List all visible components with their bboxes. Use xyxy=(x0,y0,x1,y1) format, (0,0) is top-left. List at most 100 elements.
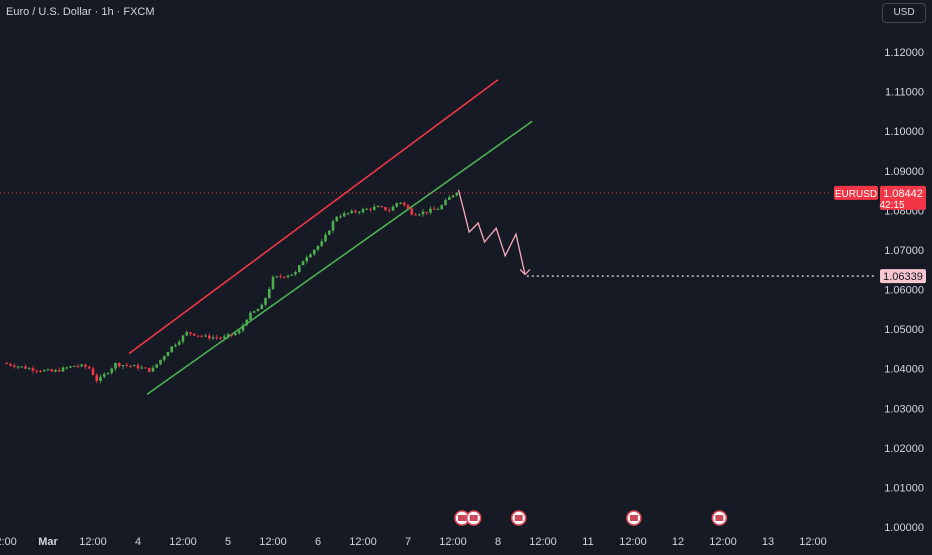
candle-body xyxy=(207,335,211,339)
candle-body xyxy=(76,365,80,367)
candle-body xyxy=(260,304,264,310)
candle-body xyxy=(181,335,185,342)
y-tick-label: 1.00000 xyxy=(884,522,924,534)
candle-body xyxy=(249,312,252,320)
candle-body xyxy=(286,275,290,278)
candle-body xyxy=(87,366,91,369)
candle-body xyxy=(151,367,155,372)
projection-arrowhead-icon xyxy=(519,268,531,276)
candle-body xyxy=(132,365,136,367)
candle-body xyxy=(252,311,256,313)
candle-body xyxy=(110,368,114,373)
candle-body xyxy=(417,214,421,216)
candle-body xyxy=(320,241,324,246)
y-tick-label: 1.11000 xyxy=(885,87,924,99)
channel-lower-line[interactable] xyxy=(146,120,533,396)
candle-body xyxy=(324,234,327,242)
candle-body xyxy=(395,203,399,207)
candle-body xyxy=(436,209,440,211)
candle-body xyxy=(282,276,286,278)
candle-body xyxy=(391,206,395,211)
candle-body xyxy=(102,373,106,377)
candle-body xyxy=(24,366,27,369)
x-tick-label: 12:00 xyxy=(169,536,197,548)
candle-body xyxy=(42,370,46,372)
candle-body xyxy=(384,207,387,211)
candle-body xyxy=(125,365,129,367)
candle-body xyxy=(339,216,342,218)
candle-body xyxy=(91,368,95,376)
flag-icon xyxy=(458,515,466,521)
candle-body xyxy=(162,356,166,360)
projection-path[interactable] xyxy=(457,189,526,275)
candle-body xyxy=(211,337,215,339)
candle-body xyxy=(354,210,357,213)
candle-body xyxy=(290,274,294,276)
flag-icon xyxy=(514,515,523,521)
candle-body xyxy=(245,319,249,326)
candle-body xyxy=(185,332,189,336)
candle-body xyxy=(357,212,361,214)
x-tick-label: Mar xyxy=(38,536,58,548)
candle-body xyxy=(147,367,151,372)
candle-body xyxy=(46,369,50,371)
candle-body xyxy=(61,367,65,372)
candle-body xyxy=(444,200,447,206)
y-tick-label: 1.07000 xyxy=(884,245,924,257)
x-tick-label: 4 xyxy=(135,536,141,548)
candle-body xyxy=(129,365,132,367)
flag-icon xyxy=(715,515,724,521)
x-tick-label: 6 xyxy=(315,536,321,548)
flag-icon xyxy=(629,515,638,521)
candle-body xyxy=(294,272,297,275)
channel-upper-line[interactable] xyxy=(128,79,499,355)
currency-button[interactable]: USD xyxy=(882,3,926,23)
candle-body xyxy=(331,221,335,231)
x-tick-label: 7 xyxy=(405,536,411,548)
candle-body xyxy=(35,370,39,372)
y-tick-label: 1.03000 xyxy=(884,403,924,415)
candle-body xyxy=(39,370,42,372)
candle-body xyxy=(316,245,320,250)
chart-title: Euro / U.S. Dollar · 1h · FXCM xyxy=(6,6,155,18)
y-tick-label: 1.01000 xyxy=(884,482,924,494)
candle-body xyxy=(177,341,181,345)
candle-body xyxy=(241,325,245,331)
candle-body xyxy=(406,205,410,209)
candle-body xyxy=(117,363,121,367)
candle-body xyxy=(410,208,414,215)
x-tick-label: 12:00 xyxy=(799,536,827,548)
y-tick-label: 1.02000 xyxy=(884,443,924,455)
candle-body xyxy=(31,368,35,371)
candle-body xyxy=(54,370,57,372)
y-tick-label: 1.09000 xyxy=(884,166,924,178)
candle-body xyxy=(361,209,365,213)
candle-body xyxy=(380,206,384,208)
x-tick-label: 12:00 xyxy=(0,536,17,548)
candle-body xyxy=(402,202,406,206)
target-price-value: 1.06339 xyxy=(883,271,923,283)
x-tick-label: 8 xyxy=(495,536,501,548)
candle-body xyxy=(189,332,192,334)
candle-body xyxy=(140,367,144,369)
candle-body xyxy=(305,257,309,262)
candle-body xyxy=(159,359,162,365)
candle-body xyxy=(155,364,159,368)
candle-body xyxy=(136,365,140,369)
candle-body xyxy=(256,309,260,312)
target-price-tag xyxy=(880,269,926,284)
y-tick-label: 1.05000 xyxy=(884,324,924,336)
candle-body xyxy=(369,208,372,210)
x-tick-label: 11 xyxy=(582,536,593,548)
x-tick-label: 12:00 xyxy=(439,536,467,548)
candle-body xyxy=(166,351,170,357)
candle-body xyxy=(279,276,282,278)
candle-body xyxy=(174,344,177,347)
candle-body xyxy=(215,337,219,339)
x-tick-label: 12:00 xyxy=(709,536,737,548)
candle-body xyxy=(230,334,234,336)
candle-body xyxy=(144,367,147,369)
candle-body xyxy=(65,367,69,369)
